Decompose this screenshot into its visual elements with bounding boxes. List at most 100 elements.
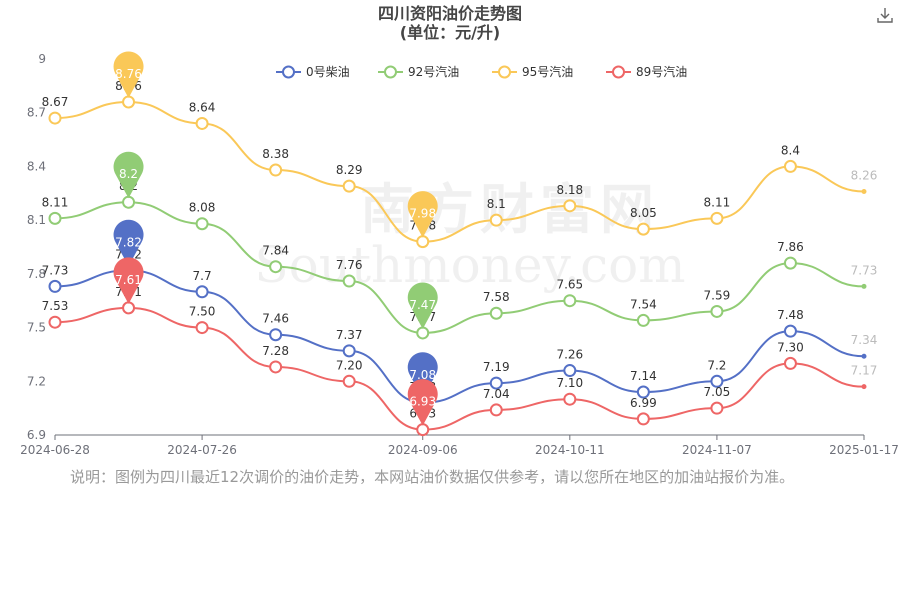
pin-marker: 7.47 bbox=[407, 282, 438, 329]
legend-symbol bbox=[612, 65, 625, 79]
data-point bbox=[342, 179, 356, 193]
legend-label: 0号柴油 bbox=[306, 65, 350, 79]
legend-label: 95号汽油 bbox=[522, 64, 573, 79]
data-point bbox=[783, 256, 797, 270]
legend-item-2[interactable]: 95号汽油 bbox=[492, 64, 573, 79]
legend-label: 89号汽油 bbox=[636, 64, 687, 79]
data-label: 7.14 bbox=[630, 369, 657, 383]
data-point bbox=[563, 199, 577, 213]
pin-marker: 6.93 bbox=[407, 379, 438, 426]
data-label: 7.73 bbox=[42, 263, 69, 277]
data-point bbox=[783, 356, 797, 370]
data-point bbox=[636, 385, 650, 399]
pins-layer: 7.82 7.08 8.2 7.47 8.76 7.98 7.61 6.93 bbox=[113, 51, 438, 426]
data-point bbox=[861, 384, 867, 390]
data-label: 7.54 bbox=[630, 297, 657, 311]
data-label: 7.76 bbox=[336, 258, 363, 272]
data-label: 7.46 bbox=[262, 312, 289, 326]
data-point bbox=[269, 360, 283, 374]
data-label: 8.38 bbox=[262, 147, 289, 161]
data-point bbox=[48, 279, 62, 293]
data-label: 7.28 bbox=[262, 344, 289, 358]
data-point bbox=[342, 274, 356, 288]
data-point bbox=[122, 195, 136, 209]
pin-shape bbox=[113, 257, 144, 304]
data-point bbox=[195, 217, 209, 231]
chart-subtitle: (单位：元/升) bbox=[400, 23, 500, 42]
data-point bbox=[563, 364, 577, 378]
pin-shape bbox=[407, 282, 438, 329]
legend-item-0[interactable]: 0号柴油 bbox=[276, 65, 350, 79]
data-label: 8.29 bbox=[336, 163, 363, 177]
data-point bbox=[636, 412, 650, 426]
data-point bbox=[269, 260, 283, 274]
data-label: 7.84 bbox=[262, 244, 289, 258]
data-point bbox=[710, 304, 724, 318]
data-point bbox=[195, 321, 209, 335]
data-point bbox=[122, 95, 136, 109]
data-label: 7.04 bbox=[483, 387, 510, 401]
pin-shape bbox=[113, 151, 144, 199]
data-point bbox=[48, 211, 62, 225]
pin-shape bbox=[407, 352, 438, 399]
x-tick-label: 2024-10-11 bbox=[535, 443, 605, 457]
data-point bbox=[195, 285, 209, 299]
data-point bbox=[416, 423, 430, 437]
chart-title: 四川资阳油价走势图 bbox=[378, 4, 522, 23]
legend-symbol bbox=[282, 65, 295, 79]
pin-label: 7.61 bbox=[115, 273, 142, 287]
pin-marker: 7.98 bbox=[407, 191, 438, 238]
legend-item-1[interactable]: 92号汽油 bbox=[378, 64, 459, 79]
pin-label: 7.47 bbox=[409, 298, 436, 312]
pin-marker: 7.82 bbox=[113, 219, 144, 267]
legend-symbol bbox=[498, 65, 511, 79]
data-label: 7.30 bbox=[777, 340, 804, 354]
pin-label: 7.98 bbox=[409, 207, 436, 221]
data-point bbox=[489, 403, 503, 417]
data-label: 8.4 bbox=[781, 143, 800, 157]
legend-item-3[interactable]: 89号汽油 bbox=[606, 64, 687, 79]
y-tick-label: 7.2 bbox=[27, 374, 46, 388]
x-tick-label: 2024-09-06 bbox=[388, 443, 458, 457]
pin-label: 7.82 bbox=[115, 235, 142, 249]
data-point bbox=[48, 315, 62, 329]
data-point bbox=[861, 353, 867, 359]
data-point bbox=[489, 306, 503, 320]
data-label: 7.58 bbox=[483, 290, 510, 304]
data-point bbox=[342, 344, 356, 358]
x-tick-label: 2024-07-26 bbox=[167, 443, 237, 457]
series-layer: 7.73 7.82 7.7 7.46 7.37 7.08 7.19 7.26 7.14 7.2 7.… bbox=[42, 79, 878, 437]
data-point bbox=[195, 116, 209, 130]
data-label: 8.67 bbox=[42, 95, 69, 109]
data-point bbox=[48, 111, 62, 125]
data-label: 8.08 bbox=[189, 201, 216, 215]
data-label: 8.1 bbox=[487, 197, 506, 211]
data-point bbox=[783, 324, 797, 338]
data-label: 8.18 bbox=[556, 183, 583, 197]
legend-symbol bbox=[384, 65, 397, 79]
x-tick-label: 2025-01-17 bbox=[829, 443, 899, 457]
data-point bbox=[342, 374, 356, 388]
data-label: 7.37 bbox=[336, 328, 363, 342]
data-label: 8.11 bbox=[704, 195, 731, 209]
data-label: 8.64 bbox=[189, 100, 216, 114]
x-tick-label: 2024-11-07 bbox=[682, 443, 752, 457]
data-label: 7.05 bbox=[704, 385, 731, 399]
watermark-cn: 南方财富网 bbox=[360, 178, 660, 241]
data-label: 7.34 bbox=[851, 333, 878, 347]
pin-shape bbox=[113, 51, 144, 98]
data-label: 7.59 bbox=[704, 288, 731, 302]
pin-marker: 8.2 bbox=[113, 151, 144, 199]
chart-note: 说明：图例为四川最近12次调价的油价走势，本网站油价数据仅供参考，请以您所在地区… bbox=[70, 468, 795, 486]
legend[interactable]: 0号柴油 92号汽油 95号汽油 89号汽油 bbox=[276, 64, 687, 79]
pin-shape bbox=[407, 379, 438, 426]
data-point bbox=[416, 235, 430, 249]
data-point bbox=[710, 211, 724, 225]
data-label: 7.2 bbox=[707, 358, 726, 372]
data-point bbox=[636, 222, 650, 236]
pin-shape bbox=[407, 191, 438, 238]
data-label: 8.26 bbox=[851, 168, 878, 182]
download-icon[interactable] bbox=[876, 6, 894, 24]
data-point bbox=[783, 159, 797, 173]
